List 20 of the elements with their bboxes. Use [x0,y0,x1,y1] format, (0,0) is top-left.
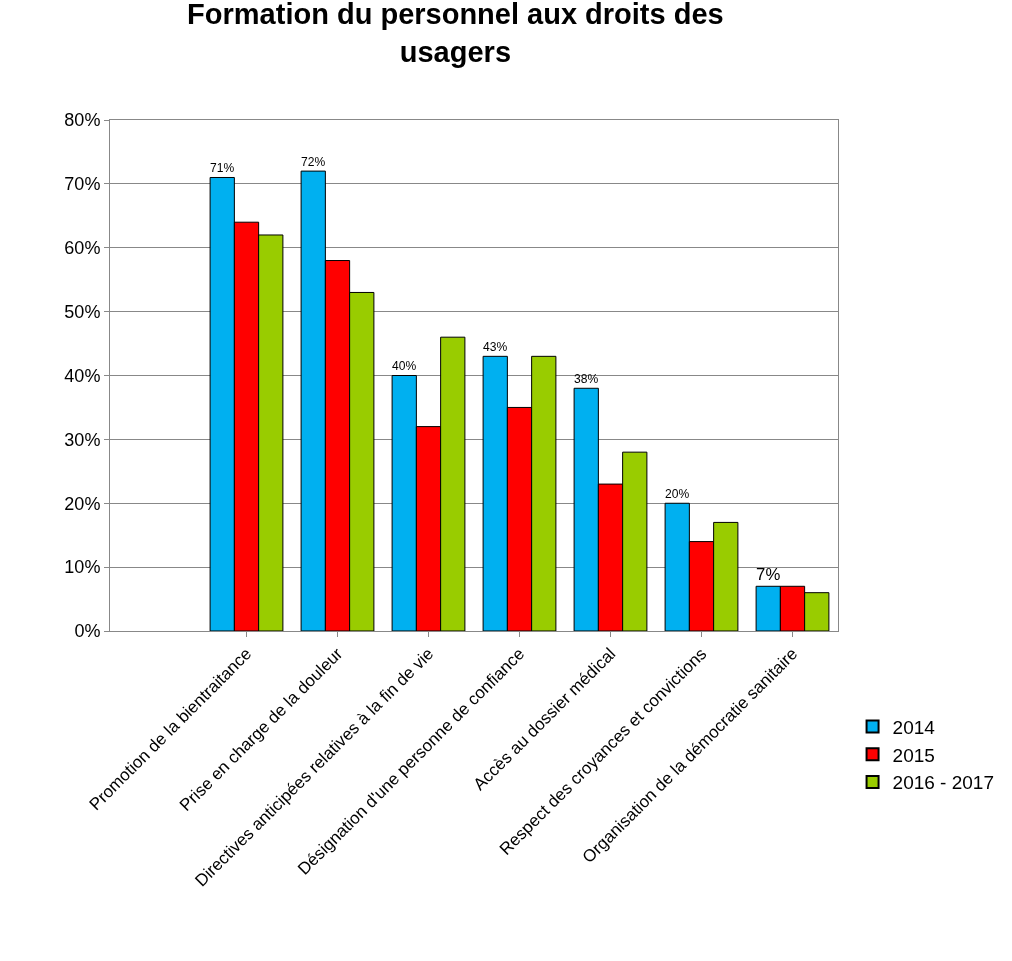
y-tick-label: 0% [74,621,101,642]
y-tick-label: 70% [64,174,101,195]
y-tick-label: 10% [64,557,101,578]
legend-label: 2015 [892,744,935,766]
y-tick-label: 60% [64,238,101,259]
data-label: 40% [392,358,417,373]
y-tick-label: 80% [64,110,101,131]
legend-label: 2016 - 2017 [892,772,994,794]
legend-label: 2014 [892,716,936,738]
data-label: 20% [665,486,690,501]
y-tick-label: 30% [64,429,101,450]
y-tick-label: 40% [64,365,101,386]
data-label: 71% [210,160,235,175]
data-label: 43% [483,339,508,354]
data-label: 7% [756,564,781,584]
y-tick-label: 20% [64,493,101,514]
data-label: 72% [301,154,326,169]
y-tick-label: 50% [64,301,101,322]
chart-title: Formation du personnel aux droits des usagers [187,0,724,68]
data-label: 38% [574,371,599,386]
